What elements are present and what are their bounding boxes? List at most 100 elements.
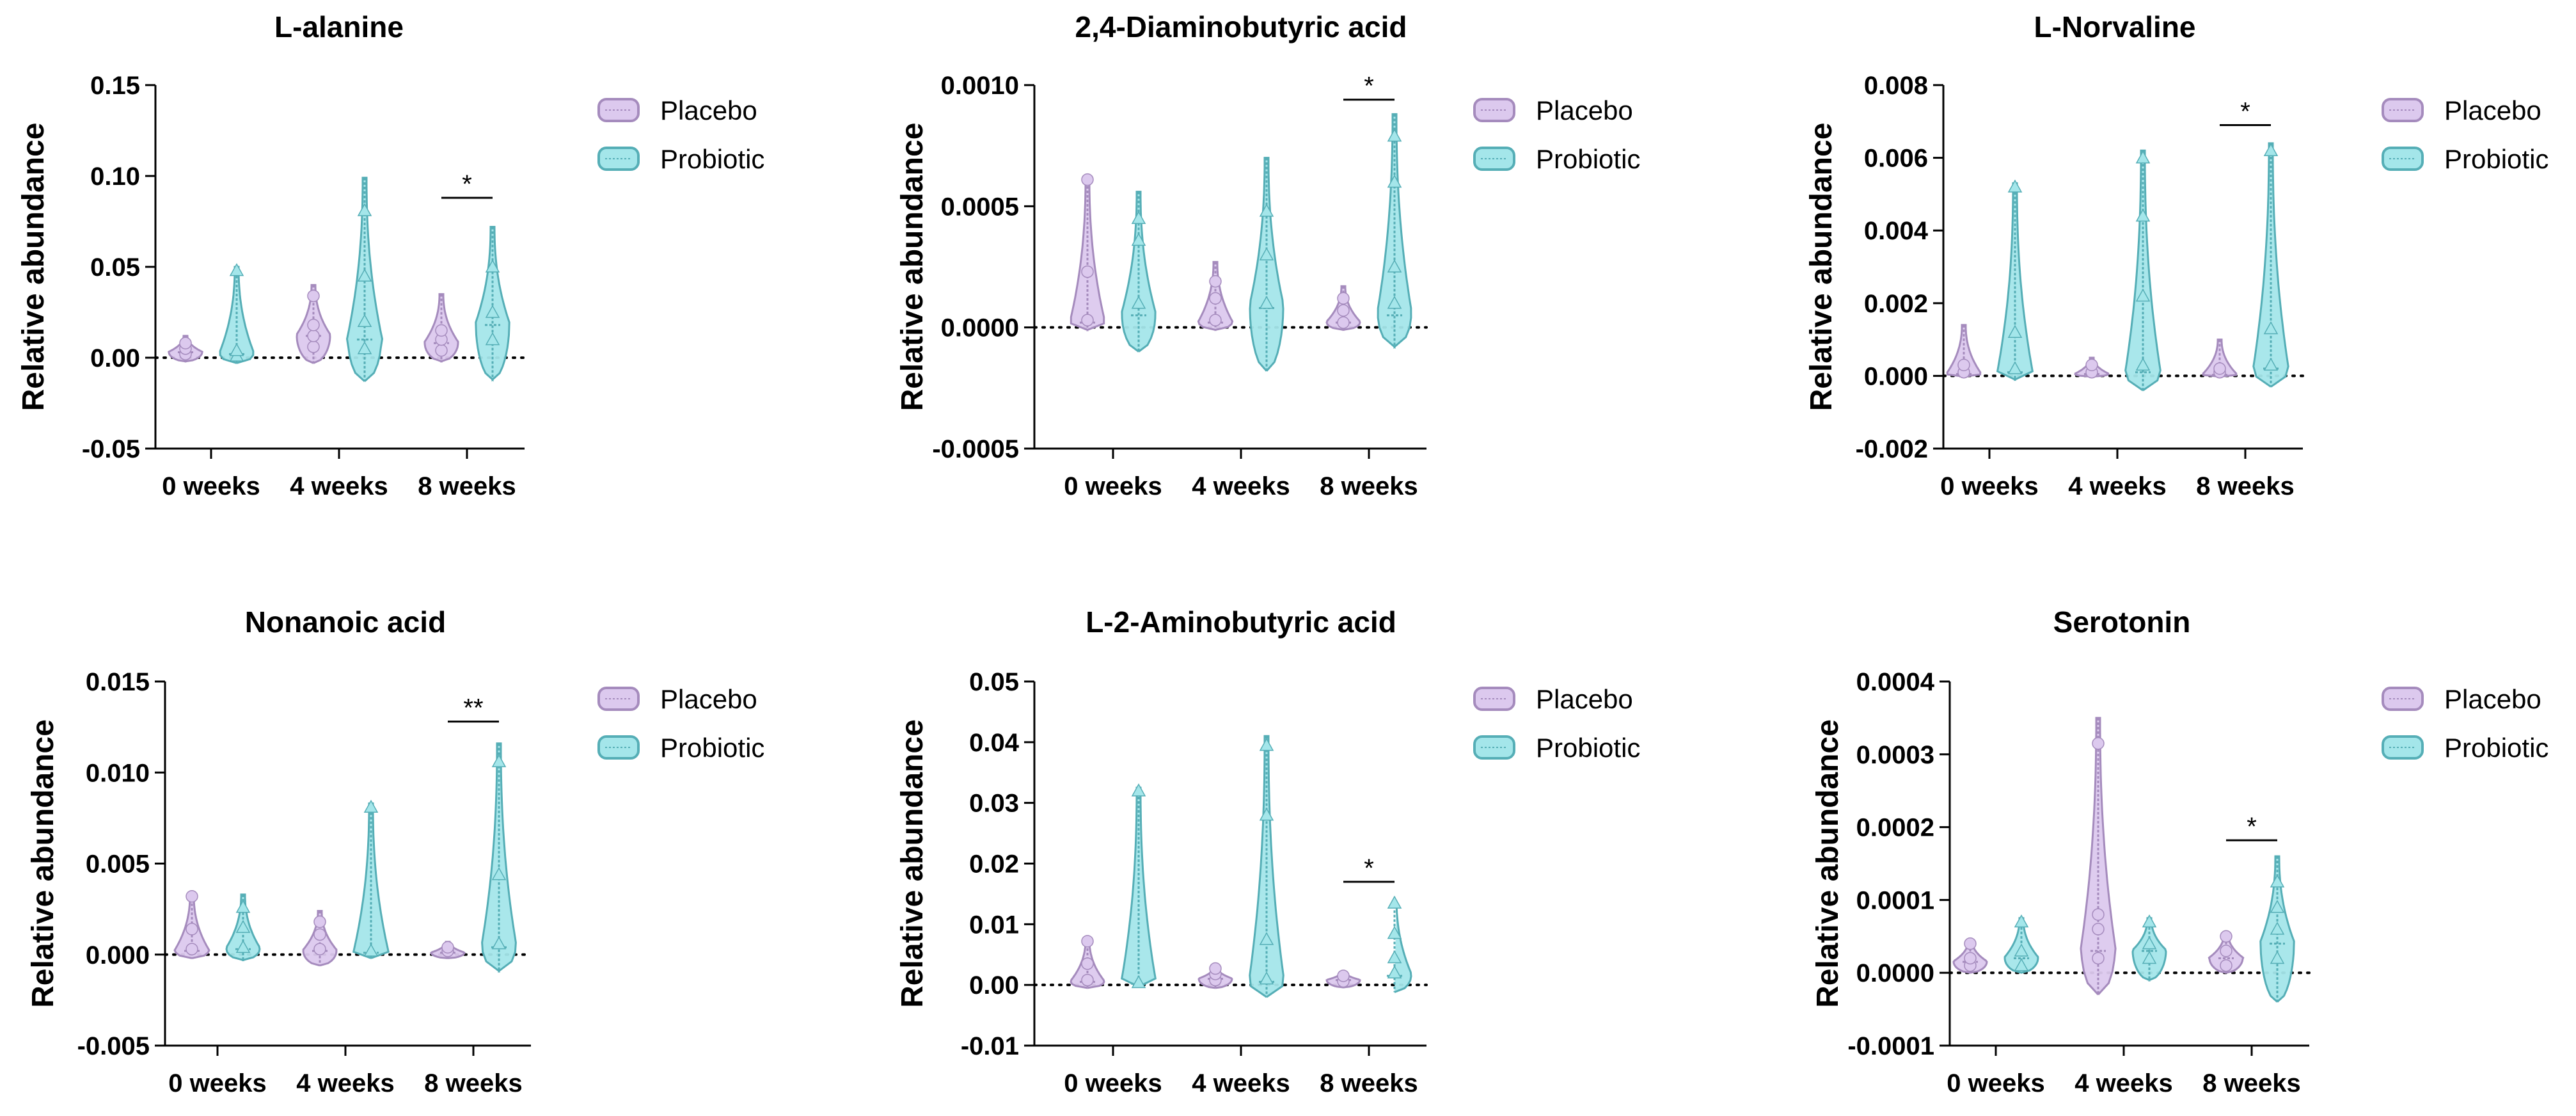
placebo-data-point: [1337, 304, 1350, 317]
probiotic-data-point: [1259, 296, 1274, 309]
y-axis-label: Relative abundance: [26, 719, 60, 1008]
significance-label: *: [2247, 813, 2257, 841]
placebo-data-point: [313, 915, 326, 929]
y-tick-label: 0.0000: [1856, 959, 1934, 987]
placebo-data-point: [1209, 962, 1222, 975]
x-tick-label: 4 weeks: [1192, 472, 1290, 500]
legend-entry: Placebo: [2444, 684, 2541, 714]
legend-entry: Probiotic: [1536, 144, 1640, 174]
probiotic-data-point: [1259, 738, 1274, 751]
legend-entry: Placebo: [1536, 95, 1633, 125]
placebo-data-point: [2213, 362, 2226, 375]
probiotic-data-point: [1387, 950, 1402, 964]
y-tick-label: -0.0001: [1847, 1032, 1934, 1060]
placebo-data-point: [1081, 935, 1094, 948]
probiotic-data-point: [1131, 783, 1146, 797]
placebo-data-point: [313, 928, 326, 941]
y-tick-label: 0.0005: [941, 193, 1019, 221]
y-tick-label: 0.10: [90, 163, 140, 191]
legend-entry: Probiotic: [2444, 144, 2548, 174]
placebo-data-point: [435, 324, 448, 337]
probiotic-violin: [1121, 191, 1157, 353]
probiotic-data-point: [235, 920, 251, 933]
probiotic-data-point: [357, 314, 372, 327]
y-tick-label: 0.015: [86, 668, 150, 696]
chart-title: Serotonin: [2053, 605, 2191, 639]
significance-label: **: [463, 694, 483, 722]
chart-title: Nonanoic acid: [245, 605, 446, 639]
probiotic-data-point: [235, 939, 251, 953]
significance-label: *: [2240, 97, 2250, 125]
placebo-data-point: [1337, 969, 1350, 982]
placebo-data-point: [435, 344, 448, 357]
legend-entry: Placebo: [660, 95, 757, 125]
y-tick-label: 0.00: [90, 344, 140, 372]
probiotic-data-point: [1259, 808, 1274, 821]
placebo-data-point: [2092, 952, 2105, 965]
legend-entry: Probiotic: [660, 733, 764, 763]
probiotic-data-point: [485, 305, 500, 318]
placebo-data-point: [1081, 265, 1094, 278]
y-axis-label: Relative abundance: [896, 123, 929, 411]
probiotic-data-point: [2142, 914, 2157, 928]
x-tick-label: 8 weeks: [418, 472, 516, 500]
placebo-data-point: [1964, 937, 1977, 950]
y-tick-label: 0.000: [1864, 362, 1928, 390]
probiotic-data-point: [2007, 179, 2023, 193]
placebo-data-point: [1081, 973, 1094, 987]
probiotic-data-point: [491, 936, 507, 950]
placebo-data-point: [179, 337, 192, 350]
chart-title: L-Norvaline: [2034, 10, 2195, 44]
y-tick-label: 0.005: [86, 850, 150, 879]
probiotic-data-point: [2014, 943, 2029, 957]
y-tick-label: -0.0005: [932, 435, 1019, 463]
x-tick-label: 0 weeks: [1064, 1069, 1162, 1097]
y-tick-label: 0.00: [969, 971, 1019, 1000]
significance-label: *: [1364, 72, 1374, 100]
placebo-data-point: [1209, 292, 1222, 305]
legend-entry: Probiotic: [2444, 733, 2548, 763]
y-tick-label: 0.05: [90, 253, 140, 282]
probiotic-data-point: [1387, 895, 1402, 909]
placebo-data-point: [2092, 737, 2105, 750]
chart-title: L-alanine: [274, 10, 404, 44]
chart-panel: Nonanoic acid Relative abundance -0.005 0.0…: [26, 605, 764, 1097]
x-tick-label: 4 weeks: [1192, 1069, 1290, 1097]
y-tick-label: 0.0000: [941, 314, 1019, 342]
probiotic-data-point: [2142, 950, 2157, 964]
probiotic-data-point: [1387, 965, 1402, 978]
probiotic-data-point: [2270, 921, 2285, 935]
y-tick-label: -0.05: [82, 435, 140, 463]
y-tick-label: -0.01: [961, 1032, 1019, 1060]
y-tick-label: 0.000: [86, 941, 150, 969]
y-tick-label: 0.004: [1864, 217, 1929, 245]
x-tick-label: 4 weeks: [290, 472, 388, 500]
y-tick-label: 0.0010: [941, 72, 1019, 100]
probiotic-data-point: [2014, 914, 2029, 928]
placebo-data-point: [1209, 275, 1222, 288]
y-tick-label: 0.01: [969, 911, 1019, 939]
legend-entry: Placebo: [1536, 684, 1633, 714]
probiotic-data-point: [1131, 975, 1146, 989]
y-tick-label: 0.002: [1864, 290, 1928, 318]
placebo-data-point: [2220, 945, 2232, 957]
y-axis-label: Relative abundance: [17, 123, 51, 411]
y-tick-label: 0.0001: [1856, 886, 1934, 914]
probiotic-data-point: [229, 263, 244, 276]
x-tick-label: 8 weeks: [2202, 1069, 2300, 1097]
probiotic-data-point: [1131, 232, 1146, 246]
placebo-data-point: [1081, 957, 1094, 970]
probiotic-data-point: [1387, 259, 1402, 273]
probiotic-data-point: [363, 799, 379, 813]
x-tick-label: 8 weeks: [424, 1069, 522, 1097]
probiotic-data-point: [1387, 296, 1402, 309]
probiotic-data-point: [357, 268, 372, 282]
probiotic-data-point: [2135, 357, 2151, 371]
x-tick-label: 8 weeks: [1320, 472, 1418, 500]
probiotic-data-point: [2014, 958, 2029, 971]
placebo-data-point: [2220, 930, 2232, 943]
probiotic-data-point: [1259, 203, 1274, 217]
placebo-data-point: [2085, 358, 2098, 372]
y-tick-label: 0.15: [90, 72, 140, 100]
x-tick-label: 0 weeks: [168, 1069, 266, 1097]
